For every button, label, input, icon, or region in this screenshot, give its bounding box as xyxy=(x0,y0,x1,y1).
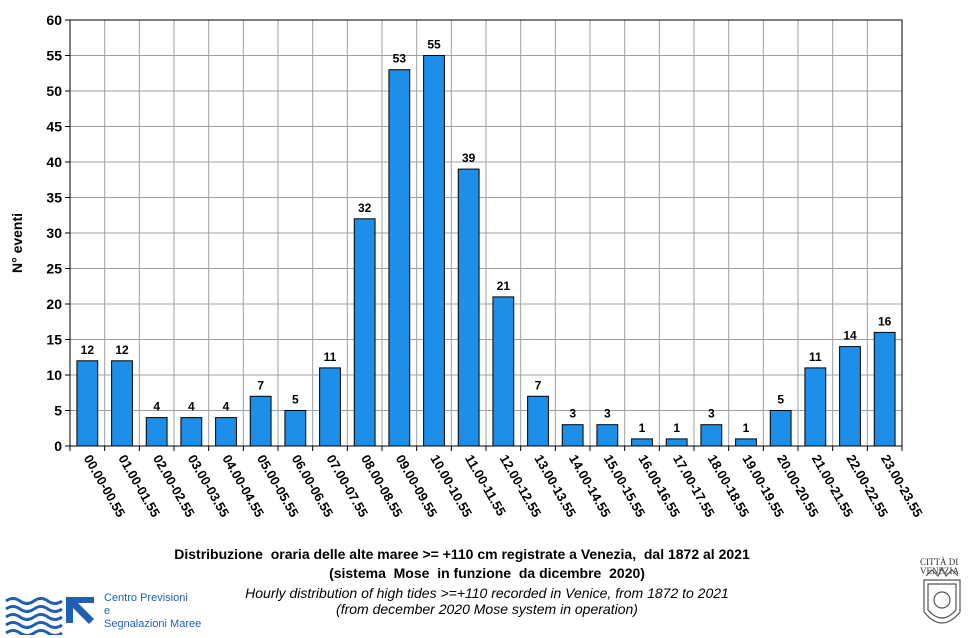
data-label: 3 xyxy=(604,407,611,421)
bar xyxy=(215,417,237,447)
bar xyxy=(353,218,376,447)
y-tick-label: 0 xyxy=(54,438,62,454)
data-label: 12 xyxy=(81,343,95,357)
y-tick-label: 30 xyxy=(46,225,62,241)
city-logo-line-2: VENEZIA xyxy=(920,566,959,576)
bar xyxy=(492,296,515,447)
bar xyxy=(423,55,445,447)
data-label: 7 xyxy=(535,378,542,392)
bar xyxy=(111,360,133,447)
data-label: 4 xyxy=(188,400,195,414)
bar xyxy=(561,424,584,447)
logo-line-1: Centro Previsioni xyxy=(104,592,188,604)
y-tick-label: 40 xyxy=(46,154,62,170)
y-axis-label: N° eventi xyxy=(9,213,25,273)
y-tick-label: 25 xyxy=(46,261,62,277)
y-tick-label: 35 xyxy=(46,190,62,206)
data-label: 14 xyxy=(843,329,857,343)
y-tick-label: 15 xyxy=(46,332,62,348)
data-label: 11 xyxy=(324,350,337,364)
bar xyxy=(284,410,307,447)
gridlines xyxy=(70,19,902,447)
data-label: 55 xyxy=(427,38,441,52)
y-tick-label: 20 xyxy=(46,296,62,312)
data-label: 7 xyxy=(257,378,264,392)
bar xyxy=(76,360,99,447)
bar xyxy=(735,438,757,447)
bar xyxy=(700,424,723,447)
y-tick-label: 45 xyxy=(46,119,62,135)
data-label: 1 xyxy=(673,421,680,435)
bar xyxy=(145,417,168,447)
data-label: 4 xyxy=(223,400,230,414)
chart-subtitle: (sistema Mose in funzione da dicembre 20… xyxy=(329,565,645,581)
bar xyxy=(319,367,341,447)
data-label: 21 xyxy=(497,279,511,293)
data-label: 12 xyxy=(115,343,129,357)
y-tick-label: 60 xyxy=(46,12,62,28)
data-label: 39 xyxy=(462,151,476,165)
x-axis-ticks: 00.00-00.5501.00-01.5502.00-02.5503.00-0… xyxy=(69,446,926,520)
data-label: 3 xyxy=(569,407,576,421)
bar xyxy=(804,367,827,447)
venezia-crest-icon xyxy=(923,566,961,624)
english-caption-note: (from december 2020 Mose system in opera… xyxy=(336,601,638,617)
y-tick-label: 5 xyxy=(54,403,62,419)
bar xyxy=(388,69,411,447)
data-label: 5 xyxy=(777,393,784,407)
data-label: 1 xyxy=(743,421,750,435)
city-logo-line-1: CITTÀ DI xyxy=(920,557,959,567)
bar xyxy=(596,424,619,447)
bar xyxy=(873,331,896,447)
data-label: 4 xyxy=(153,400,160,414)
logo-line-2: e xyxy=(104,605,111,617)
data-label: 53 xyxy=(393,52,407,66)
bar xyxy=(180,417,203,447)
data-label: 11 xyxy=(809,350,822,364)
bar xyxy=(665,438,688,447)
data-label: 3 xyxy=(708,407,715,421)
data-label: 5 xyxy=(292,393,299,407)
y-axis-ticks: 0 5 10 15 20 25 30 35 40 45 50 55 60 xyxy=(46,12,70,454)
data-label: 32 xyxy=(358,201,372,215)
y-tick-label: 10 xyxy=(46,367,62,383)
bar xyxy=(527,395,549,447)
bar xyxy=(249,395,272,447)
cpsm-logo-text: Centro Previsioni e Segnalazioni Maree xyxy=(104,592,201,631)
y-tick-label: 50 xyxy=(46,83,62,99)
bar xyxy=(457,168,480,447)
bar xyxy=(839,346,861,447)
logo-line-3: Segnalazioni Maree xyxy=(104,618,202,630)
bar xyxy=(769,410,792,447)
chart-title: Distribuzione oraria delle alte maree >=… xyxy=(174,546,750,562)
bar xyxy=(631,438,653,447)
data-label: 1 xyxy=(639,421,646,435)
cpsm-logo-icon xyxy=(5,597,94,635)
city-logo-text: CITTÀ DI VENEZIA xyxy=(920,558,959,576)
y-tick-label: 55 xyxy=(46,48,62,64)
data-label: 16 xyxy=(878,314,892,328)
english-caption: Hourly distribution of high tides >=+110… xyxy=(245,585,729,601)
